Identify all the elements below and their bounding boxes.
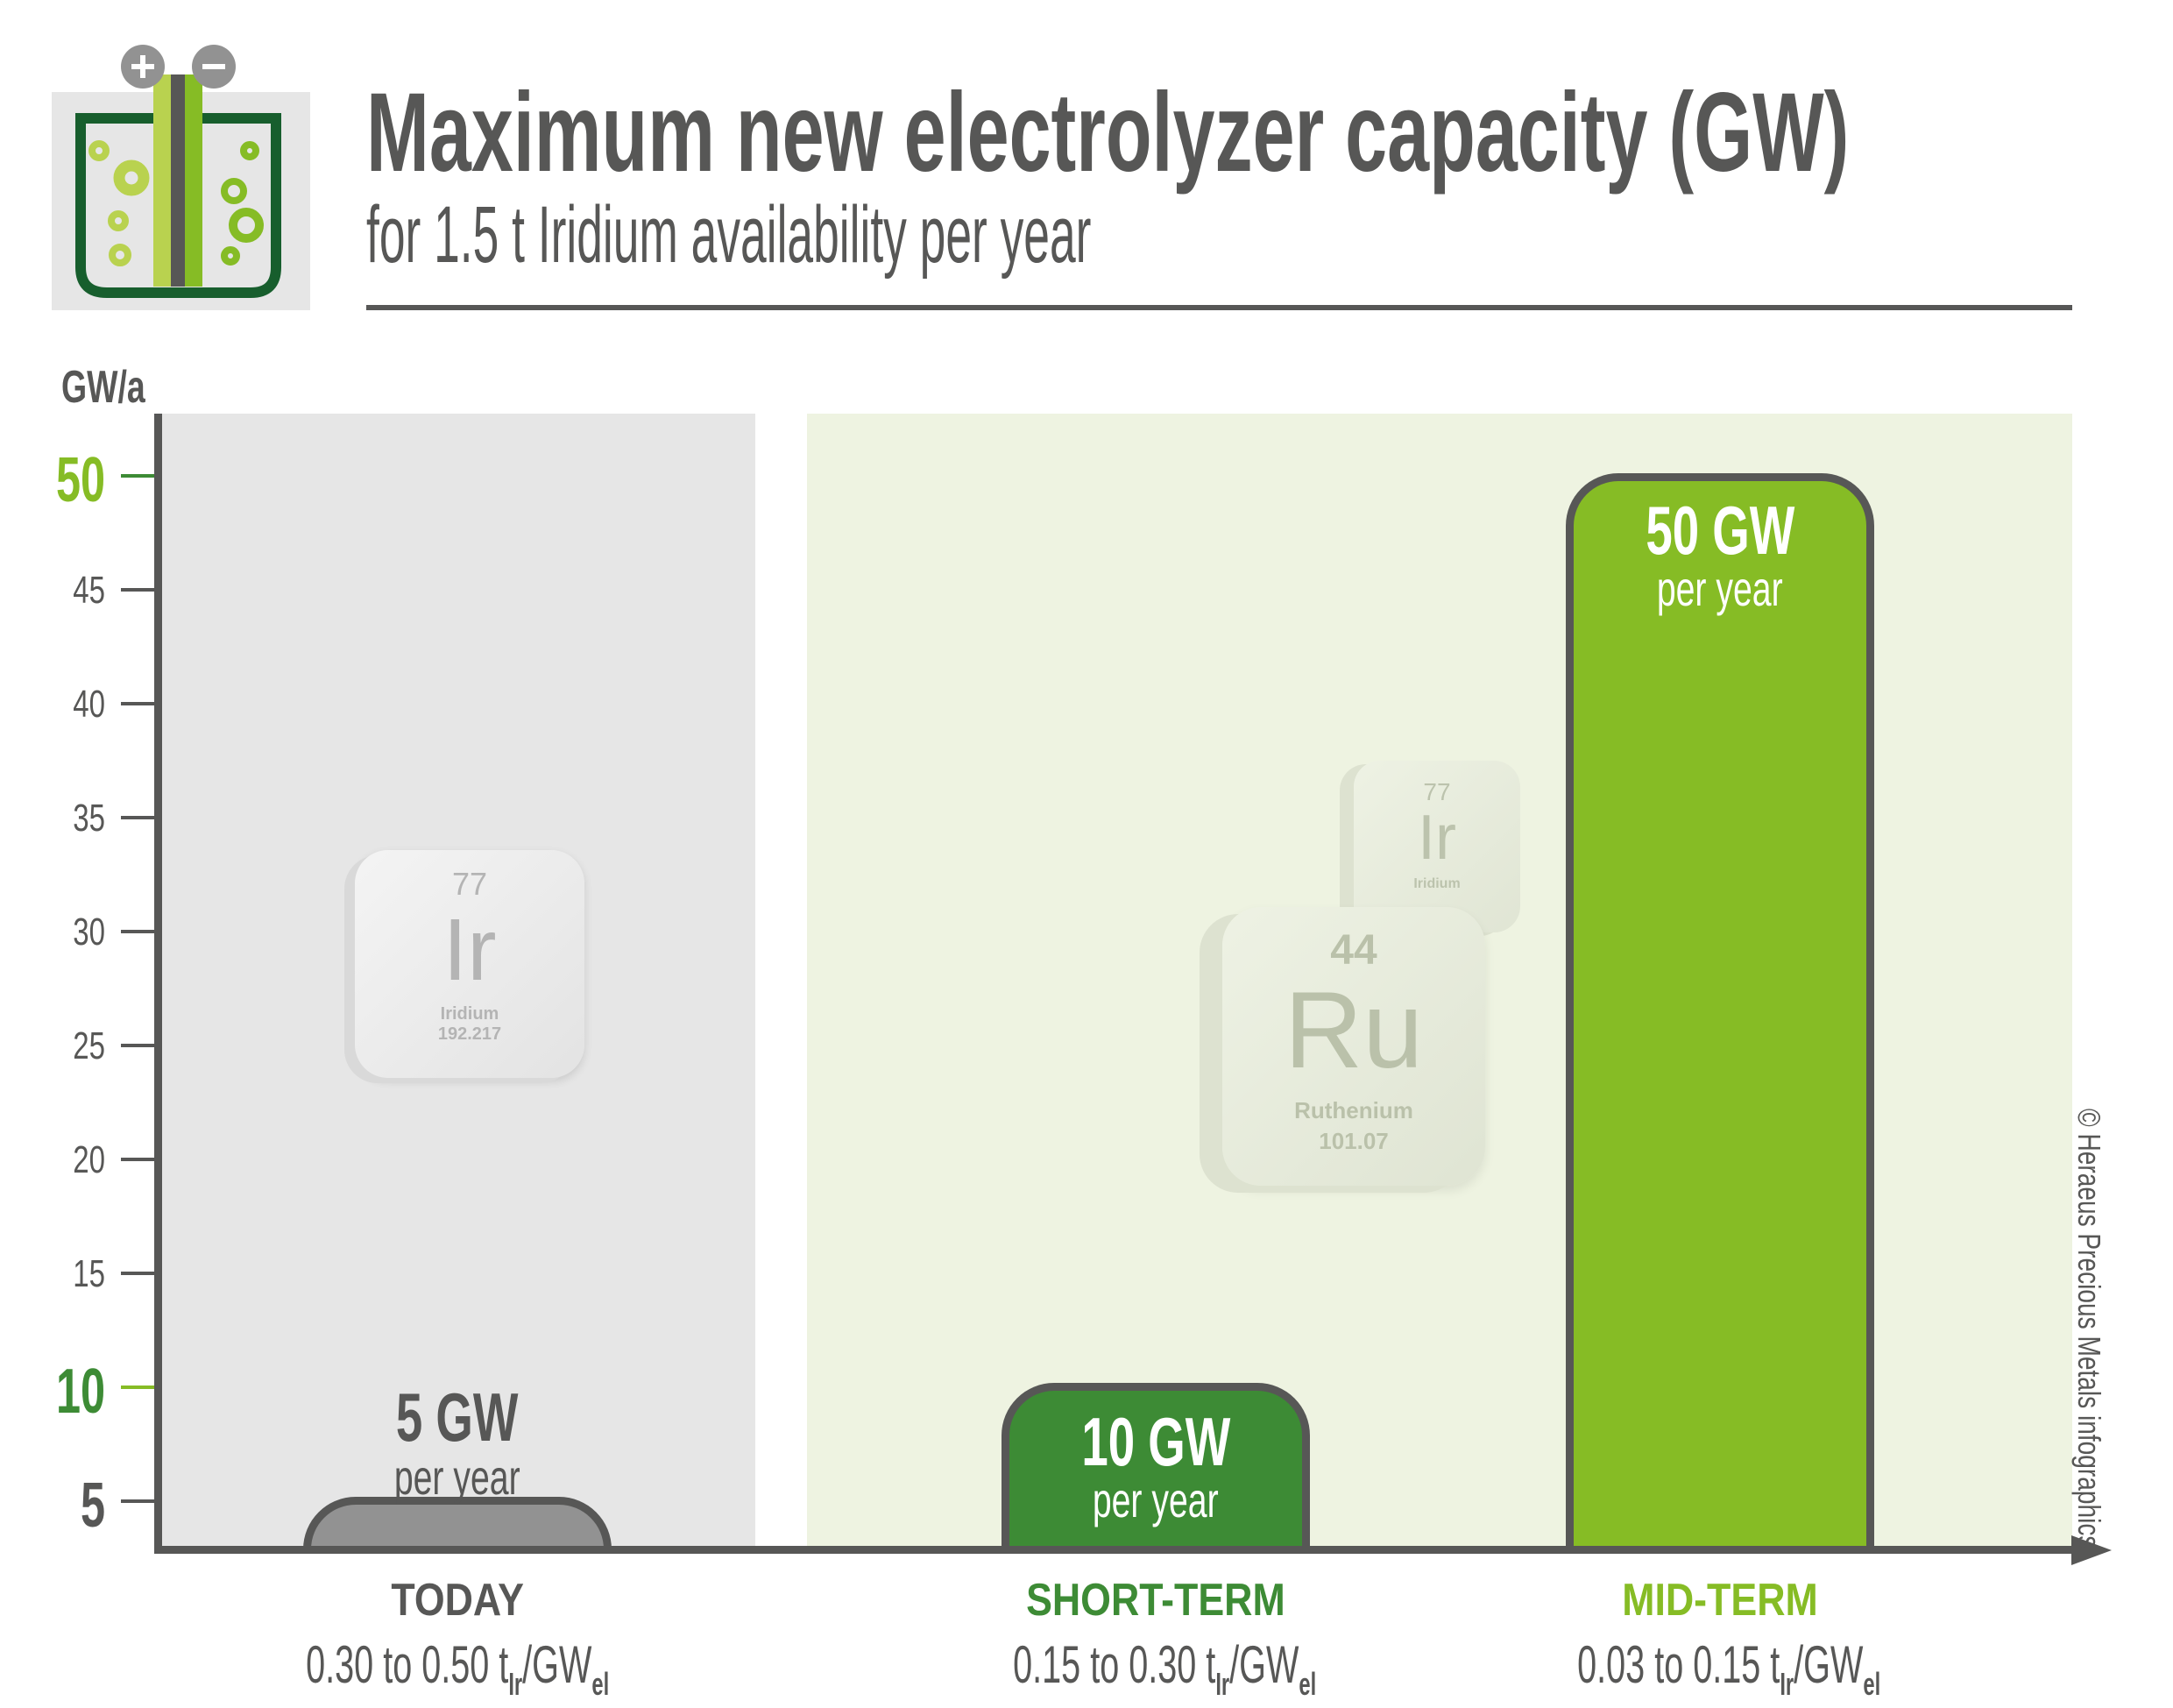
tick-label-25: 25 xyxy=(73,1024,105,1067)
ruthenium-tile: 44 Ru Ruthenium 101.07 xyxy=(1222,907,1485,1186)
tick-label-20: 20 xyxy=(73,1138,105,1181)
ratio-today: 0.30 to 0.50 tIr/GWel xyxy=(305,1635,610,1702)
bar-mid-term-label: 50 GW per year xyxy=(1646,492,1794,616)
tick-label-35: 35 xyxy=(73,797,105,840)
tick-label-5: 5 xyxy=(80,1471,105,1541)
tick-label-30: 30 xyxy=(73,911,105,953)
tick-50 xyxy=(121,474,156,478)
x-axis xyxy=(154,1546,2075,1554)
chart-title: Maximum new electrolyzer capacity (GW) xyxy=(366,70,1850,195)
iridium-tile-back: 77 Ir Iridium xyxy=(1354,761,1520,932)
bar-short-term xyxy=(1002,1383,1310,1549)
ratio-mid-term: 0.03 to 0.15 tIr/GWel xyxy=(1576,1635,1881,1702)
ratio-short-term: 0.15 to 0.30 tIr/GWel xyxy=(1012,1635,1317,1702)
y-axis-unit: GW/a xyxy=(61,362,145,413)
copyright-notice: © Heraeus Precious Metals infographics xyxy=(2071,1109,2107,1549)
category-today: TODAY xyxy=(391,1575,524,1626)
tick-label-45: 45 xyxy=(73,569,105,612)
y-axis xyxy=(154,414,162,1554)
tick-label-50: 50 xyxy=(55,445,105,515)
plus-terminal-icon xyxy=(121,45,165,89)
tick-label-40: 40 xyxy=(73,683,105,726)
category-short-term: SHORT-TERM xyxy=(1026,1575,1285,1626)
category-mid-term: MID-TERM xyxy=(1622,1575,1818,1626)
tick-label-15: 15 xyxy=(73,1252,105,1295)
tick-30 xyxy=(121,930,156,933)
bar-today-label: 5 GW per year xyxy=(394,1378,520,1505)
tick-25 xyxy=(121,1044,156,1047)
tick-40 xyxy=(121,702,156,705)
bar-short-term-label: 10 GW per year xyxy=(1081,1403,1230,1527)
tick-45 xyxy=(121,588,156,592)
tick-20 xyxy=(121,1158,156,1161)
chart-subtitle: for 1.5 t Iridium availability per year xyxy=(366,190,1092,280)
x-axis-arrow-icon xyxy=(2071,1535,2112,1565)
bar-today xyxy=(303,1497,612,1549)
tick-35 xyxy=(121,816,156,819)
bar-mid-term xyxy=(1566,473,1874,1549)
electrolyzer-icon xyxy=(52,45,310,310)
iridium-tile: 77 Ir Iridium 192.217 xyxy=(355,850,584,1078)
tick-label-10: 10 xyxy=(55,1357,105,1427)
minus-terminal-icon xyxy=(192,45,236,89)
tick-15 xyxy=(121,1272,156,1275)
tick-5 xyxy=(121,1499,156,1503)
title-divider xyxy=(366,305,2072,310)
tick-10 xyxy=(121,1386,156,1389)
